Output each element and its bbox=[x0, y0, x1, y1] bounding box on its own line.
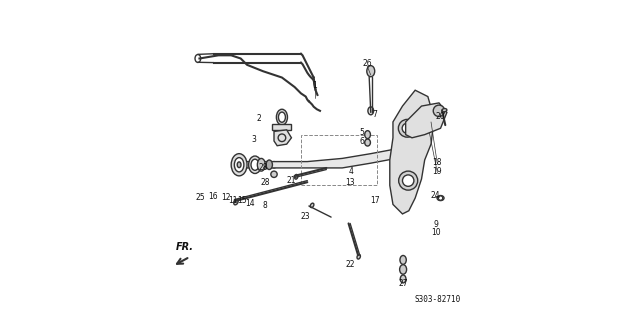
Text: S303-82710: S303-82710 bbox=[414, 295, 461, 304]
Text: 26: 26 bbox=[362, 59, 372, 68]
Bar bbox=[301, 135, 377, 185]
Ellipse shape bbox=[251, 159, 259, 170]
Ellipse shape bbox=[257, 158, 265, 171]
Ellipse shape bbox=[195, 54, 201, 62]
Ellipse shape bbox=[357, 254, 360, 259]
Text: 2: 2 bbox=[257, 114, 262, 123]
Text: 25: 25 bbox=[195, 193, 205, 202]
Ellipse shape bbox=[365, 131, 371, 139]
Text: 14: 14 bbox=[244, 199, 254, 208]
Text: 21: 21 bbox=[286, 176, 296, 185]
Text: 5: 5 bbox=[360, 128, 364, 137]
Ellipse shape bbox=[278, 112, 285, 122]
Text: 12: 12 bbox=[221, 193, 231, 202]
Circle shape bbox=[271, 162, 277, 168]
Ellipse shape bbox=[231, 154, 247, 176]
Ellipse shape bbox=[234, 200, 238, 205]
Polygon shape bbox=[390, 90, 434, 214]
Ellipse shape bbox=[237, 162, 241, 168]
Ellipse shape bbox=[400, 255, 406, 264]
Text: 28: 28 bbox=[259, 164, 268, 172]
Ellipse shape bbox=[367, 66, 375, 77]
Ellipse shape bbox=[276, 109, 287, 125]
Text: 8: 8 bbox=[262, 201, 267, 210]
Ellipse shape bbox=[399, 265, 406, 274]
Text: 7: 7 bbox=[372, 109, 377, 118]
Text: 17: 17 bbox=[370, 196, 380, 205]
Text: 28: 28 bbox=[260, 178, 270, 187]
Ellipse shape bbox=[310, 203, 314, 208]
Text: 23: 23 bbox=[301, 212, 310, 221]
Ellipse shape bbox=[368, 107, 374, 115]
Text: 27: 27 bbox=[398, 279, 408, 288]
Ellipse shape bbox=[294, 174, 298, 179]
Ellipse shape bbox=[365, 139, 371, 146]
Ellipse shape bbox=[442, 108, 447, 112]
Text: 1: 1 bbox=[312, 81, 317, 90]
Text: 16: 16 bbox=[208, 192, 218, 201]
Text: 6: 6 bbox=[360, 137, 364, 146]
Text: 3: 3 bbox=[251, 135, 256, 144]
Circle shape bbox=[438, 196, 443, 200]
Text: 22: 22 bbox=[346, 260, 355, 268]
Polygon shape bbox=[239, 142, 415, 168]
Polygon shape bbox=[406, 103, 447, 138]
Text: 11: 11 bbox=[228, 196, 237, 205]
Polygon shape bbox=[274, 130, 291, 146]
Text: 19: 19 bbox=[433, 167, 442, 176]
Ellipse shape bbox=[266, 160, 273, 170]
Ellipse shape bbox=[248, 156, 261, 173]
Ellipse shape bbox=[234, 158, 244, 172]
Circle shape bbox=[403, 175, 414, 186]
Circle shape bbox=[398, 119, 416, 137]
Ellipse shape bbox=[400, 275, 406, 283]
Circle shape bbox=[271, 171, 277, 178]
Text: 20: 20 bbox=[435, 112, 445, 121]
Text: 24: 24 bbox=[430, 191, 440, 200]
Ellipse shape bbox=[437, 196, 444, 201]
Circle shape bbox=[399, 171, 418, 190]
Text: 18: 18 bbox=[433, 158, 442, 167]
Text: 15: 15 bbox=[237, 196, 247, 205]
Text: 10: 10 bbox=[431, 228, 440, 237]
Text: FR.: FR. bbox=[176, 242, 194, 252]
Circle shape bbox=[402, 123, 412, 133]
Text: 4: 4 bbox=[348, 167, 353, 176]
Circle shape bbox=[433, 105, 445, 116]
Text: 9: 9 bbox=[433, 220, 438, 228]
Text: 13: 13 bbox=[345, 178, 355, 187]
FancyBboxPatch shape bbox=[273, 124, 291, 130]
